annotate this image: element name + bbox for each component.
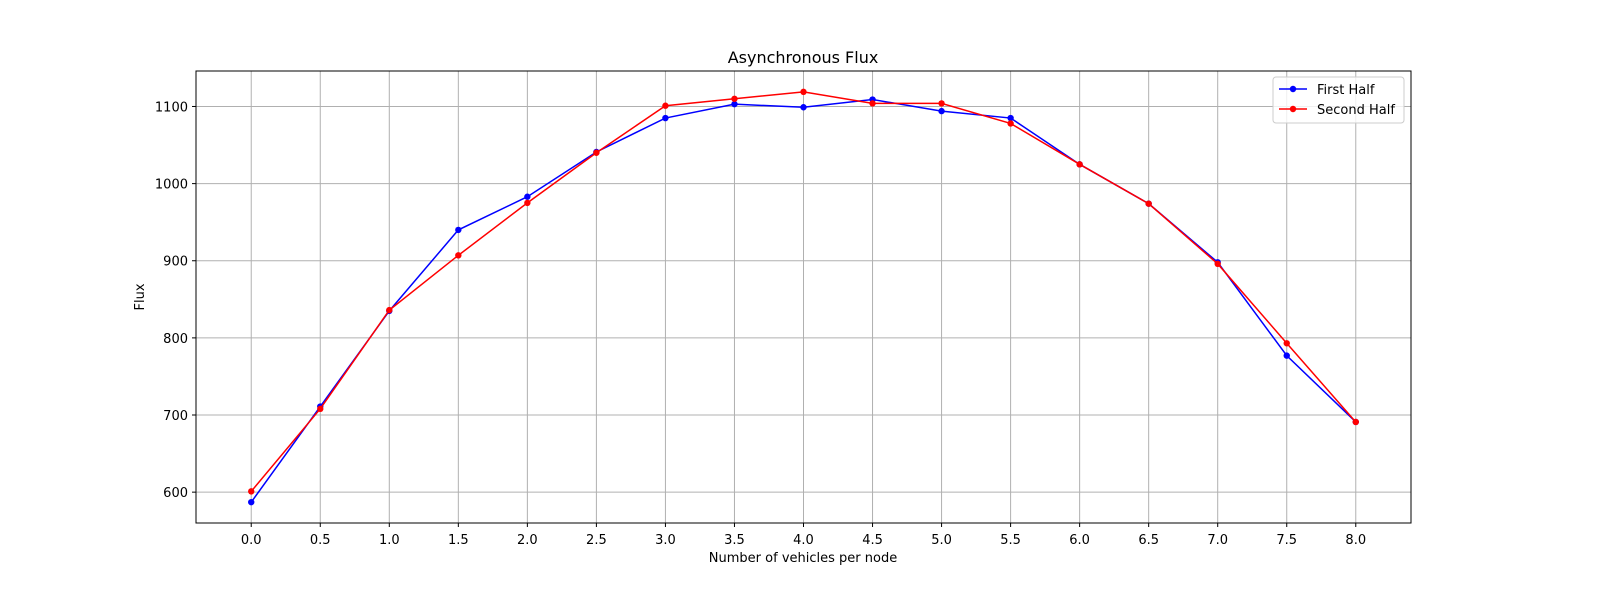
data-point: [455, 252, 462, 259]
grid: [196, 71, 1411, 523]
x-tick-label: 7.5: [1276, 533, 1297, 548]
data-point: [662, 102, 669, 109]
data-point: [938, 100, 945, 107]
data-point: [317, 405, 324, 413]
data-point: [524, 199, 531, 207]
data-point: [869, 100, 876, 107]
data-point: [731, 95, 738, 102]
x-tick-label: 0.0: [241, 533, 262, 548]
x-tick-label: 2.5: [586, 533, 607, 548]
data-point: [1007, 114, 1014, 122]
x-tick-label: 2.0: [517, 533, 538, 548]
data-point: [524, 193, 531, 200]
x-tick-label: 6.0: [1069, 533, 1090, 548]
data-point: [800, 88, 807, 96]
y-axis-title: Flux: [133, 283, 148, 310]
y-tick-label: 800: [163, 332, 188, 347]
y-tick-label: 600: [163, 486, 188, 501]
legend-marker: [1289, 105, 1297, 113]
x-tick-label: 3.5: [724, 533, 745, 548]
x-tick-label: 5.0: [931, 533, 952, 548]
data-point: [731, 100, 738, 108]
x-tick-label: 1.0: [379, 533, 400, 548]
series-second-half: [248, 88, 1359, 495]
legend: First Half Second Half: [1272, 76, 1405, 124]
data-point: [248, 488, 255, 495]
legend-entry: Second Half: [1279, 103, 1395, 118]
chart-title: Asynchronous Flux: [728, 48, 879, 67]
x-tick-label: 3.0: [655, 533, 676, 548]
y-axis: 600 700 800 900 1000 1100: [155, 100, 196, 501]
x-tick-label: 4.0: [793, 533, 814, 548]
x-tick-label: 4.5: [862, 533, 883, 548]
y-tick-label: 900: [163, 255, 188, 270]
x-tick-label: 7.0: [1207, 533, 1228, 548]
legend-entry: First Half: [1279, 83, 1375, 98]
data-point: [455, 226, 462, 234]
y-tick-label: 700: [163, 409, 188, 424]
x-axis-title: Number of vehicles per node: [709, 551, 897, 566]
x-tick-label: 1.5: [448, 533, 469, 548]
data-point: [1283, 340, 1290, 347]
data-point: [1007, 120, 1014, 127]
legend-marker: [1289, 85, 1297, 93]
data-point: [1145, 200, 1152, 207]
x-tick-label: 5.5: [1000, 533, 1021, 548]
y-tick-label: 1000: [155, 178, 188, 193]
data-point: [248, 498, 255, 506]
data-point: [1352, 418, 1359, 426]
y-tick-label: 1100: [155, 100, 188, 115]
x-tick-label: 8.0: [1345, 533, 1366, 548]
data-point: [1214, 260, 1221, 268]
data-point: [1076, 161, 1083, 168]
data-point: [938, 107, 945, 115]
data-point: [593, 149, 600, 156]
series-layer: [248, 88, 1359, 506]
x-tick-label: 6.5: [1138, 533, 1159, 548]
data-point: [800, 104, 807, 111]
x-axis: 0.0 0.5 1.0 1.5 2.0 2.5 3.0 3.5 4.0 4.5 5.0 5.5 6.0 6…: [241, 523, 1366, 548]
legend-label: First Half: [1317, 83, 1375, 98]
legend-label: Second Half: [1317, 103, 1395, 118]
x-tick-label: 0.5: [310, 533, 331, 548]
data-point: [1283, 352, 1290, 359]
data-point: [386, 306, 393, 314]
data-point: [662, 114, 669, 122]
